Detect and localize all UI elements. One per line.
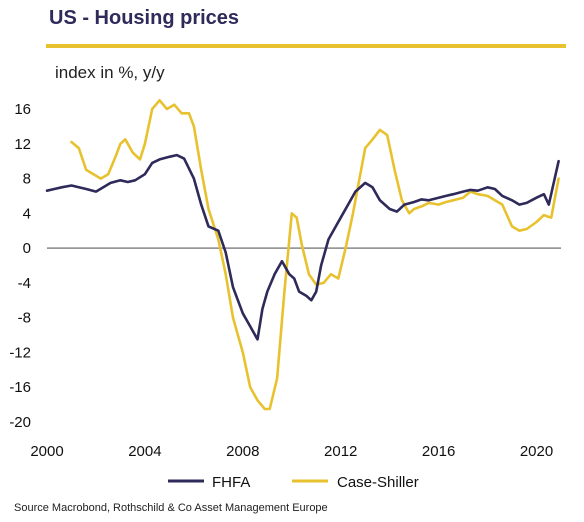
y-tick-label: -8: [18, 310, 31, 327]
y-tick-label: 16: [14, 101, 31, 118]
legend-label-fhfa: FHFA: [212, 474, 250, 491]
y-tick-label: -16: [9, 379, 31, 396]
chart-title: US - Housing prices: [49, 7, 240, 29]
chart-subtitle: index in %, y/y: [55, 63, 165, 82]
series-line-case-shiller: [70, 99, 560, 411]
x-tick-label: 2012: [324, 443, 357, 460]
y-tick-label: -20: [9, 414, 31, 431]
x-tick-label: 2004: [128, 443, 161, 460]
y-tick-label: -4: [18, 275, 31, 292]
x-tick-label: 2008: [226, 443, 259, 460]
y-tick-label: 12: [14, 136, 31, 153]
y-tick-label: 8: [23, 171, 31, 188]
series-lines: [45, 99, 560, 411]
legend: FHFA Case-Shiller: [168, 474, 419, 491]
x-tick-label: 2020: [520, 443, 553, 460]
series-line-fhfa: [45, 153, 560, 341]
x-tick-label: 2016: [422, 443, 455, 460]
y-tick-label: -12: [9, 344, 31, 361]
legend-label-case-shiller: Case-Shiller: [337, 474, 419, 491]
title-rule: [46, 44, 566, 48]
x-axis-ticks: 2000 2004 2008 2012 2016 2020: [30, 443, 553, 460]
y-tick-label: 0: [23, 240, 31, 257]
y-axis-ticks: -20 -16 -12 -8 -4 0 4 8 12 16: [9, 101, 31, 431]
x-tick-label: 2000: [30, 443, 63, 460]
source-note: Source Macrobond, Rothschild & Co Asset …: [14, 502, 328, 514]
y-tick-label: 4: [23, 205, 31, 222]
